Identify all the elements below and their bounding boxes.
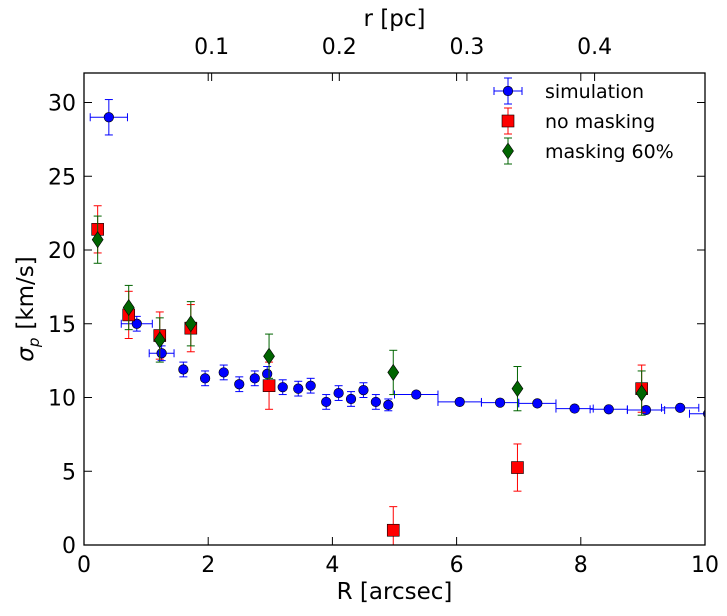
- series-simulation: [89, 99, 705, 418]
- series-0-marker: [178, 364, 189, 375]
- plot-area: [89, 99, 705, 545]
- series-0-marker: [569, 403, 580, 414]
- y-axis-label: σp [km/s]: [13, 256, 43, 362]
- series-0-marker: [411, 389, 422, 400]
- series-0-marker: [358, 385, 369, 396]
- top-x-tick-label: 0.4: [577, 35, 612, 60]
- legend-marker-1: [501, 114, 515, 128]
- x-tick-label: 8: [574, 553, 588, 578]
- y-tick-label: 5: [62, 460, 76, 485]
- series-masking-60-: [91, 215, 648, 416]
- series-0-marker: [293, 383, 304, 394]
- series-0-marker: [277, 382, 288, 393]
- series-0-marker: [675, 402, 686, 413]
- legend: simulation no masking masking 60%: [493, 77, 674, 165]
- top-x-tick-label: 0.1: [194, 35, 229, 60]
- x-tick-label: 10: [691, 553, 719, 578]
- y-tick-label: 15: [48, 313, 76, 338]
- legend-marker-0: [502, 85, 514, 97]
- top-x-tick-label: 0.2: [322, 35, 357, 60]
- y-axis-label-symbol: σ: [13, 346, 39, 362]
- y-tick-label: 10: [48, 387, 76, 412]
- legend-label-1: no masking: [545, 111, 655, 133]
- top-x-tick-label: 0.3: [449, 35, 484, 60]
- y-axis-label-subscript: p: [25, 338, 43, 349]
- series-0-marker: [103, 112, 114, 123]
- series-0-marker: [234, 379, 245, 390]
- series-2-marker: [511, 380, 524, 398]
- x-tick-label: 6: [450, 553, 464, 578]
- legend-label-0: simulation: [545, 81, 644, 103]
- series-1-marker: [262, 379, 276, 393]
- series-0-marker: [494, 397, 506, 408]
- series-2-marker: [263, 347, 275, 365]
- y-axis-label-units: [km/s]: [13, 256, 39, 329]
- series-2-marker: [387, 363, 400, 381]
- x-tick-label: 4: [325, 553, 339, 578]
- y-tick-label: 25: [48, 165, 76, 190]
- x-axis-label: R [arcsec]: [337, 579, 453, 605]
- series-1-marker: [386, 523, 400, 537]
- series-0-marker: [156, 348, 167, 359]
- series-2-marker: [184, 315, 197, 333]
- series-2-marker: [635, 384, 648, 402]
- series-2-marker: [153, 331, 166, 349]
- series-2-marker: [122, 298, 135, 317]
- legend-label-2: masking 60%: [545, 141, 674, 163]
- series-2-marker: [91, 231, 104, 249]
- series-0-marker: [454, 396, 465, 408]
- y-tick-label: 0: [62, 534, 76, 559]
- top-x-axis-label: r [pc]: [364, 6, 426, 32]
- series-0-marker: [199, 373, 211, 384]
- series-0-marker: [532, 398, 543, 409]
- series-0-marker: [321, 396, 332, 408]
- series-0-marker: [131, 318, 142, 329]
- series-0-marker: [370, 396, 381, 408]
- series-0-marker: [262, 368, 273, 380]
- series-0-marker: [345, 393, 357, 405]
- x-tick-label: 2: [201, 553, 215, 578]
- series-0-marker: [305, 380, 316, 391]
- series-1-marker: [511, 461, 524, 474]
- axis-ticks: 0 2 4 6 8 10 0 5 10 15 20 25 30 0.1 0.2 0.3 0.4: [48, 35, 719, 578]
- series-0-marker: [218, 367, 229, 378]
- legend-marker-2: [502, 142, 514, 160]
- x-tick-label: 0: [77, 553, 91, 578]
- series-0-marker: [640, 404, 652, 416]
- series-0-marker: [603, 404, 614, 415]
- series-0-marker: [383, 399, 394, 410]
- y-tick-label: 30: [48, 92, 76, 117]
- y-tick-label: 20: [48, 239, 76, 264]
- series-0-marker: [249, 373, 260, 384]
- series-0-marker: [333, 387, 344, 399]
- plot-frame: [83, 72, 706, 546]
